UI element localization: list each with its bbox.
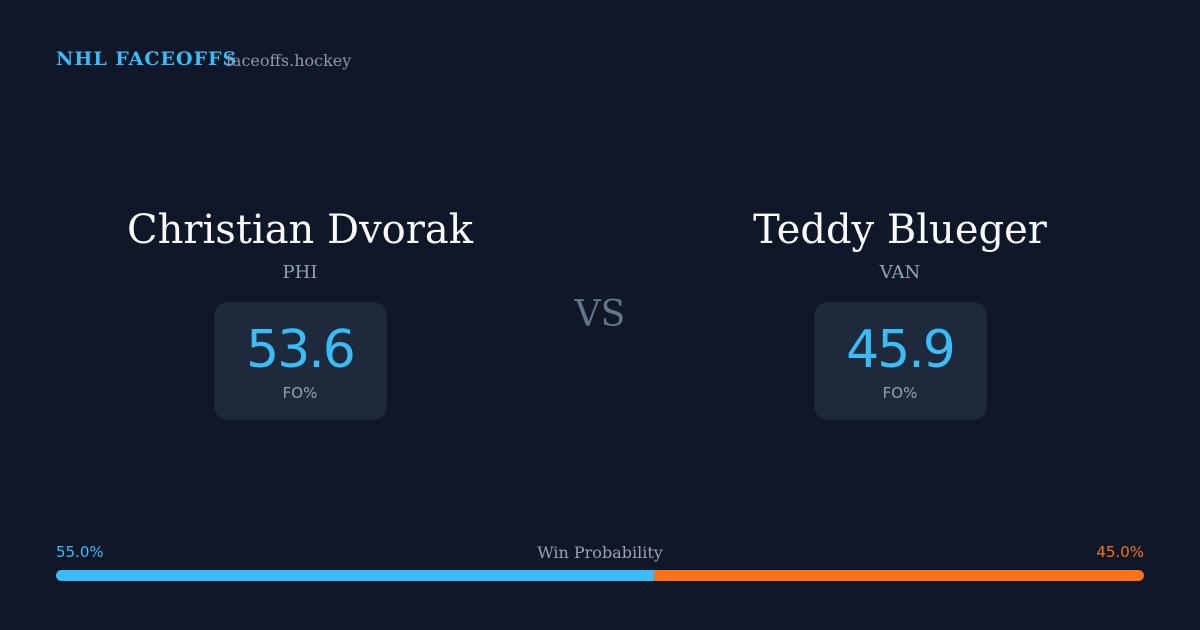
fo-label: FO% (282, 384, 318, 402)
brand-title: NHL FACEOFFS (56, 48, 238, 70)
player-left: Christian Dvorak PHI 53.6 FO% (50, 200, 550, 420)
team: PHI (282, 262, 318, 283)
player-name: Christian Dvorak (127, 207, 473, 253)
stat-box: 45.9 FO% (813, 302, 987, 420)
win-prob-right: 45.0% (1096, 543, 1144, 561)
fo-label: FO% (882, 384, 918, 402)
fo-pct: 53.6 (246, 320, 356, 380)
player-right: Teddy Blueger VAN 45.9 FO% (650, 200, 1150, 420)
win-prob-left: 55.0% (56, 543, 104, 561)
win-prob-bar (56, 570, 1144, 581)
win-prob-segment (654, 570, 1144, 581)
player-name: Teddy Blueger (753, 207, 1047, 253)
win-prob-label: Win Probability (537, 543, 663, 562)
vs: VS (574, 294, 626, 335)
fo-pct: 45.9 (846, 320, 956, 380)
win-prob-segment (56, 570, 655, 581)
stat-box: 53.6 FO% (213, 302, 387, 420)
site-name: faceoffs.hockey (226, 51, 352, 70)
team: VAN (879, 262, 921, 283)
